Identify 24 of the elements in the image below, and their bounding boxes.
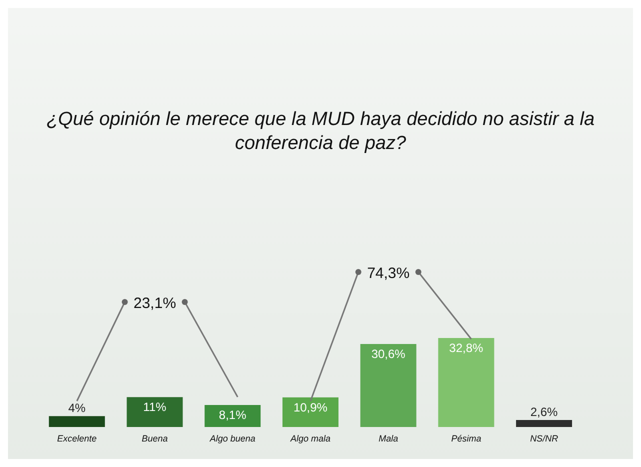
bar [126, 397, 183, 427]
x-tick-label: NS/NR [530, 433, 559, 444]
bar [48, 416, 105, 427]
data-label: 11% [143, 400, 167, 414]
bar [282, 397, 338, 427]
chart-title: ¿Qué opinión le merece que la MUD haya decidido no asistir a la conferencia de paz? [45, 108, 596, 156]
text: 74,3% [367, 265, 410, 282]
data-label: 2,6% [530, 404, 558, 419]
bar [360, 344, 416, 427]
x-tick-label: Buena [142, 433, 168, 444]
data-label: 4% [68, 401, 86, 416]
text: 23,1% [134, 295, 176, 312]
bar [438, 338, 494, 427]
data-label: 8,1% [218, 408, 247, 422]
x-tick-label: Algo mala [289, 433, 331, 444]
data-label: 32,8% [449, 341, 484, 355]
x-tick-label: Pésima [451, 433, 482, 444]
bar [204, 405, 261, 427]
x-tick-label: Algo buena [208, 433, 256, 444]
x-tick-label: Excelente [57, 433, 97, 444]
bar [516, 420, 572, 427]
x-tick-label: Mala [378, 433, 398, 444]
data-label: 10,9% [293, 400, 328, 414]
data-label: 30,6% [371, 346, 406, 361]
